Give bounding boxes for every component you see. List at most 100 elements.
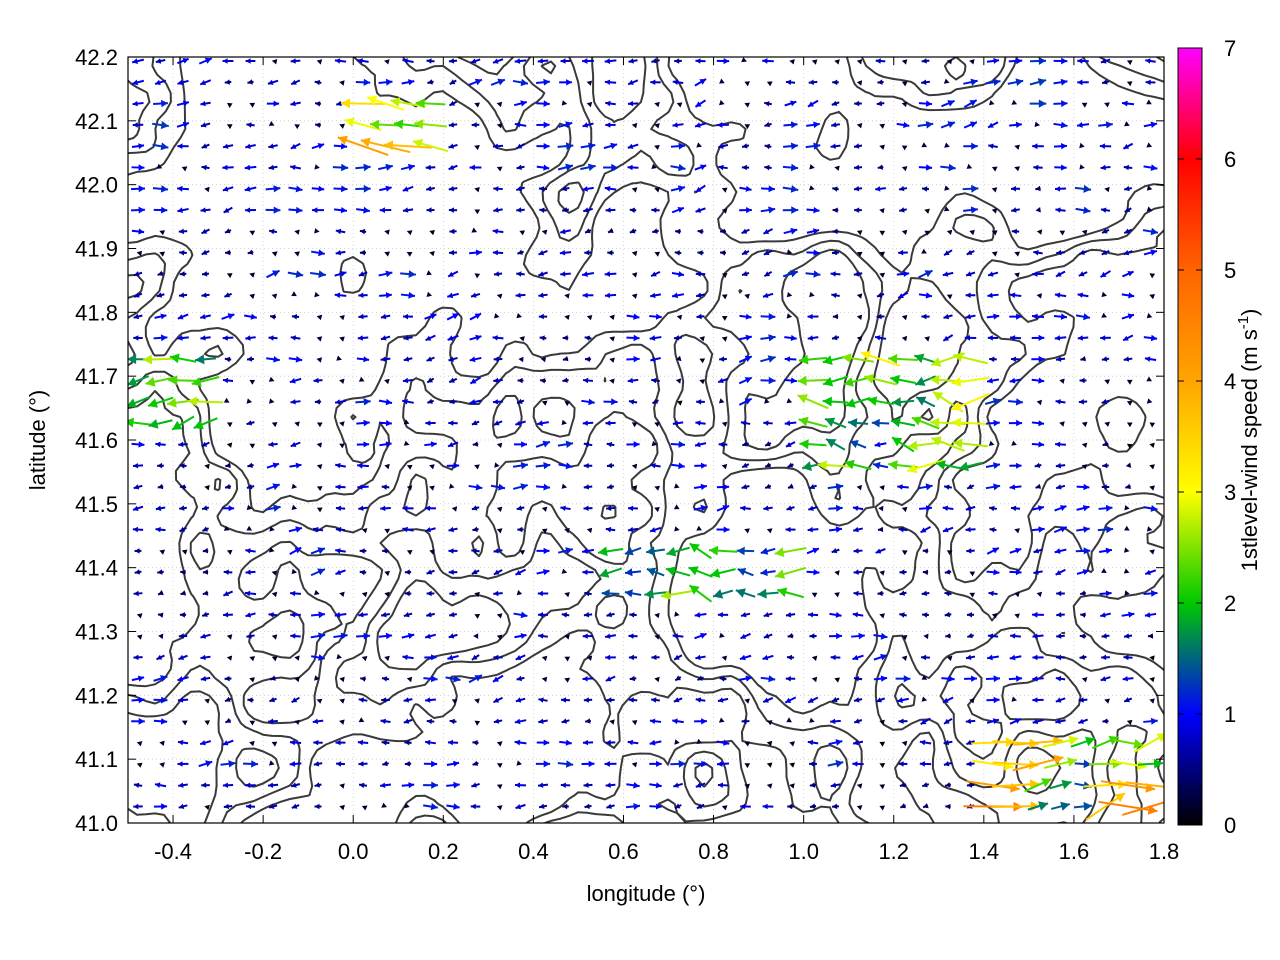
wind-vector [695,782,706,788]
wind-vector [356,206,370,214]
wind-vector [560,782,571,788]
wind-vector [1055,697,1066,703]
wind-vector [155,505,166,511]
wind-vector [1143,164,1158,171]
wind-vector [739,313,752,320]
wind-vector [224,675,232,682]
wind-vector [201,782,210,788]
wind-vector [784,420,797,426]
wind-vector [269,675,277,681]
wind-vector [403,718,413,724]
wind-vector [989,505,997,512]
wind-vector [178,441,188,448]
wind-vector [291,314,300,320]
wind-vector [1121,611,1135,618]
wind-vector [177,207,189,213]
wind-vector [943,739,953,746]
wind-vector [607,228,614,234]
wind-vector [358,761,368,767]
wind-vector [834,59,840,65]
wind-vector [695,271,706,277]
wind-vector [314,782,322,788]
wind-vector [492,399,504,405]
wind-vector [1079,164,1085,170]
wind-vector [516,313,522,319]
wind-vector [584,356,592,362]
wind-vector [131,696,145,704]
wind-vector [246,484,255,490]
wind-vector [133,271,143,277]
wind-vector [357,462,369,469]
wind-vector [688,566,713,578]
wind-vector [1049,779,1072,790]
wind-vector [1146,142,1153,148]
wind-vector [1145,79,1156,86]
wind-vector [517,377,524,384]
wind-vector [945,633,951,639]
wind-vector [384,591,390,598]
wind-vector [763,249,773,256]
wind-vector [943,78,950,84]
wind-vector [1122,334,1134,342]
wind-vector [875,186,886,192]
wind-vector [582,569,594,575]
wind-vector [674,58,682,64]
wind-vector [380,313,391,320]
wind-vector [314,291,320,298]
wind-vector [845,396,871,408]
wind-vector [606,484,615,490]
wind-vector [901,229,908,235]
wind-vector [822,396,849,407]
wind-vector [176,57,190,65]
wind-vector [875,697,886,703]
wind-vector [944,591,952,597]
wind-vector [739,675,752,682]
wind-vector [807,313,819,320]
wind-vector [852,612,864,618]
wind-vector [514,58,527,64]
wind-vector [806,121,820,129]
wind-vector [763,505,773,511]
wind-vector [627,164,639,171]
wind-vector [289,164,302,171]
wind-vector [181,166,188,172]
wind-vector [785,676,796,682]
wind-vector [313,377,323,384]
wind-vector [131,228,145,235]
wind-vector [358,697,368,703]
wind-vector [696,525,702,531]
wind-vector [406,252,413,257]
wind-vector [316,507,323,513]
wind-vector [535,483,551,491]
wind-vector [603,163,618,172]
wind-vector [473,633,479,639]
wind-vector [514,568,527,576]
wind-vector [1137,758,1164,769]
wind-vector [187,396,224,407]
wind-vector [474,273,481,279]
wind-vector [269,314,277,320]
wind-vector [220,760,236,768]
wind-vector [828,504,843,512]
wind-vector [1146,376,1152,382]
wind-vector [157,483,164,490]
wind-vector [1099,270,1112,278]
wind-vector [176,100,190,107]
wind-vector [783,142,798,150]
wind-vector [786,292,793,298]
wind-vector [403,313,413,320]
wind-vector [496,293,503,299]
wind-vector [721,208,728,214]
wind-vector [1124,207,1132,213]
wind-vector [222,186,234,192]
colorbar-tick-label: 0 [1224,813,1236,838]
wind-vector [787,462,794,469]
wind-vector [923,633,929,640]
wind-vector [472,441,479,447]
wind-vector [132,122,144,128]
wind-vector [222,164,234,171]
wind-vector [246,122,255,128]
wind-vector [246,633,255,639]
wind-vector [152,120,169,130]
